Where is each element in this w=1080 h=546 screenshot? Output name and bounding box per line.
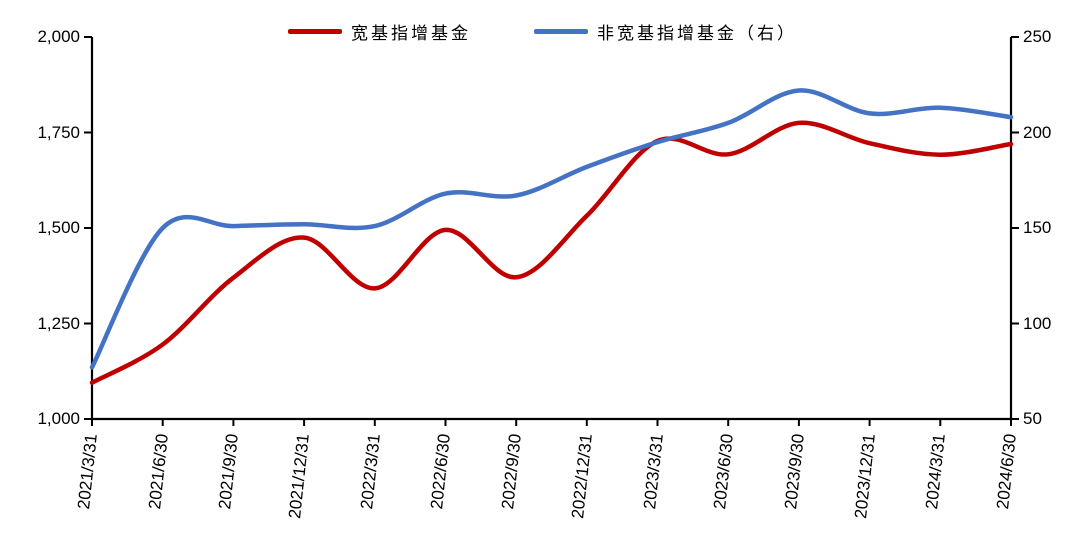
legend-line-swatch-red <box>288 28 342 34</box>
left-axis-label: 1,000 <box>37 409 80 428</box>
right-axis-label: 200 <box>1023 122 1052 142</box>
legend-item-broad-index-enhanced: 宽基指增基金 <box>288 21 471 43</box>
non-broad-index-enhanced-funds-line <box>89 88 1014 370</box>
broad-index-enhanced-funds-line <box>89 120 1014 385</box>
legend-label-non-broad-index-enhanced: 非宽基指增基金（右） <box>597 23 797 43</box>
right-axis-label: 100 <box>1023 313 1052 333</box>
right-axis-label: 250 <box>1023 27 1052 46</box>
left-axis-label: 1,500 <box>37 218 80 237</box>
left-axis-label: 2,000 <box>37 27 80 46</box>
right-axis-label: 50 <box>1023 409 1042 428</box>
left-axis-label: 1,750 <box>37 122 80 142</box>
legend-label-broad-index-enhanced: 宽基指增基金 <box>351 23 471 43</box>
legend-line-swatch-blue <box>534 28 588 34</box>
right-axis-label: 150 <box>1023 218 1052 237</box>
legend-item-non-broad-index-enhanced: 非宽基指增基金（右） <box>534 21 797 43</box>
left-axis-label: 1,250 <box>37 313 80 333</box>
